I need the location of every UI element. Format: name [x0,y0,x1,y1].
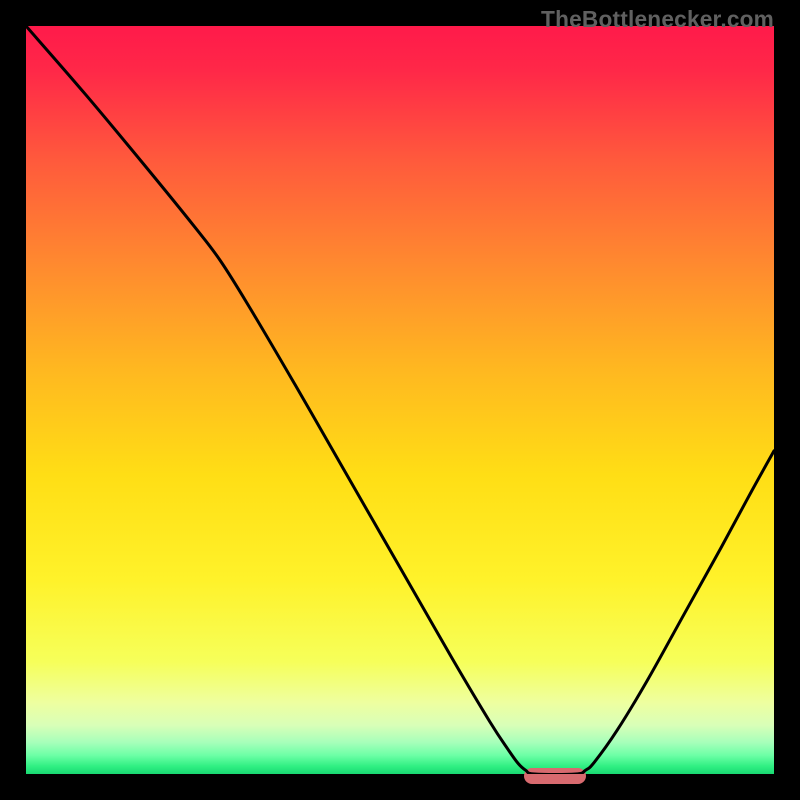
chart-frame: TheBottlenecker.com [0,0,800,800]
watermark-text: TheBottlenecker.com [541,6,774,33]
bottleneck-curve [26,26,774,774]
curve-path [26,26,774,774]
plot-area [26,26,774,774]
